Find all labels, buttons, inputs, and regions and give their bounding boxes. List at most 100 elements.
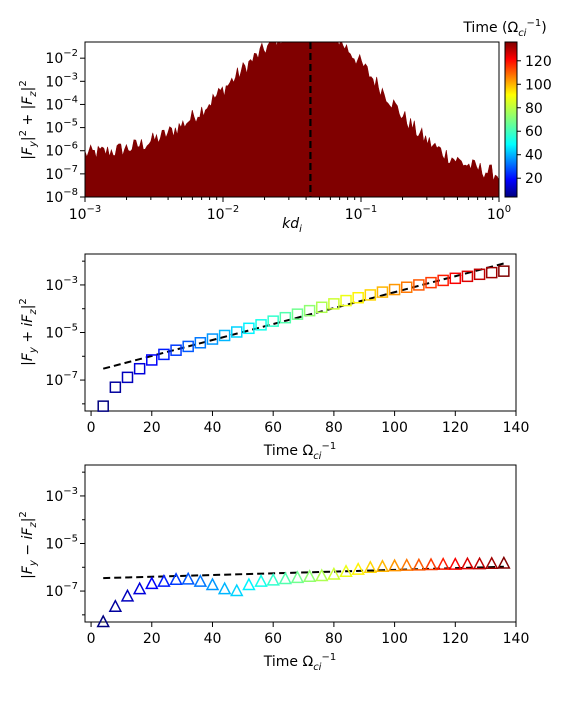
data-point: [351, 561, 365, 575]
middle-y-axis-label: |Fy + iFz|2: [18, 298, 39, 366]
x-tick-label: 80: [325, 631, 343, 647]
top-y-axis-label: |Fy|2 + |Fz|2: [18, 80, 39, 160]
data-point: [387, 558, 402, 572]
data-point: [363, 560, 378, 574]
data-point: [302, 569, 317, 582]
data-point: [340, 294, 352, 307]
data-point: [375, 559, 390, 573]
x-tick-label: 0: [87, 631, 96, 647]
top-y-tick-label: 10−2: [45, 48, 78, 67]
data-point: [243, 322, 255, 335]
data-point: [157, 573, 171, 587]
y-tick-label: 10−7: [45, 370, 78, 389]
top-y-tick-label: 10−4: [45, 94, 78, 113]
x-tick-label: 0: [87, 420, 96, 436]
x-tick-label: 40: [204, 420, 222, 436]
data-point: [169, 572, 183, 585]
y-tick-label: 10−5: [45, 534, 78, 553]
x-tick-label: 140: [503, 420, 530, 436]
top-x-ticks: 10−3 10−2 10−1 100: [69, 197, 511, 223]
top-y-tick-label: 10−8: [45, 187, 78, 206]
data-point: [266, 572, 280, 586]
data-point: [352, 291, 364, 304]
data-point: [108, 599, 123, 612]
data-point: [120, 588, 135, 602]
data-point: [132, 581, 147, 595]
data-point: [158, 348, 170, 361]
spectrum-t136: [85, 42, 499, 197]
data-point: [170, 344, 182, 356]
bottom-panel: 0 20 40 60 80 100 120 140 10−7 10−5 10−3 Time Ωci…: [18, 464, 530, 673]
top-panel: 10−3 10−2 10−1 100 10−8 10−7 10−6 10−5 10−4 10−3…: [18, 18, 552, 235]
data-point: [182, 340, 194, 353]
data-point: [218, 329, 231, 342]
data-point: [254, 573, 268, 587]
data-point: [205, 577, 220, 591]
colorbar-tick-label: 40: [525, 148, 543, 164]
bottom-axes-frame: [84, 464, 517, 623]
data-point: [279, 311, 292, 324]
data-point: [473, 268, 486, 281]
bottom-y-axis-label: |Fy − iFz|2: [18, 511, 39, 579]
y-tick-label: 10−5: [45, 323, 78, 342]
data-point: [484, 556, 499, 570]
data-point: [425, 276, 437, 289]
colorbar-gradient: [504, 41, 518, 198]
colorbar-tick-label: 120: [525, 54, 552, 70]
top-x-tick-label: 100: [487, 204, 511, 223]
data-point: [242, 577, 256, 591]
data-point: [230, 583, 244, 597]
data-point: [437, 274, 449, 287]
x-tick-label: 120: [442, 420, 469, 436]
data-point: [399, 557, 414, 571]
middle-y-ticks: 10−7 10−5 10−3: [45, 260, 85, 405]
top-x-tick-label: 10−2: [207, 204, 240, 223]
data-point: [291, 308, 304, 320]
middle-markers: [97, 265, 510, 412]
data-point: [364, 289, 377, 301]
middle-panel: 0 20 40 60 80 100 120 140 10−7 10−5 10−3 Time Ωci…: [18, 253, 530, 462]
top-x-tick-label: 10−3: [69, 204, 102, 223]
data-point: [327, 566, 341, 580]
bottom-x-axis-label: Time Ωci−1: [263, 652, 336, 673]
data-point: [267, 315, 279, 327]
data-point: [328, 298, 340, 310]
data-point: [461, 270, 474, 283]
y-tick-label: 10−3: [45, 275, 78, 294]
data-point: [472, 556, 487, 570]
colorbar: 20 40 60 80 100 120 Time (Ωci−1): [462, 18, 552, 198]
top-y-ticks: 10−8 10−7 10−6 10−5 10−4 10−3 10−2: [45, 48, 85, 206]
data-point: [194, 337, 207, 349]
y-tick-label: 10−3: [45, 486, 78, 505]
top-axes-frame: [84, 41, 500, 198]
data-point: [290, 570, 305, 584]
colorbar-tick-label: 20: [525, 171, 543, 187]
data-point: [145, 576, 159, 590]
data-point: [133, 362, 146, 375]
data-point: [424, 557, 438, 571]
top-y-tick-label: 10−6: [45, 141, 78, 160]
colorbar-tick-label: 100: [525, 77, 552, 93]
bottom-markers: [96, 555, 511, 628]
colorbar-label: Time (Ωci−1): [462, 18, 546, 39]
data-point: [303, 304, 316, 317]
x-tick-label: 60: [264, 420, 282, 436]
top-y-tick-label: 10−5: [45, 118, 78, 137]
data-point: [97, 400, 109, 412]
data-point: [231, 326, 243, 338]
x-tick-label: 140: [503, 631, 530, 647]
data-point: [497, 555, 511, 569]
colorbar-tick-label: 60: [525, 124, 543, 140]
data-point: [376, 286, 389, 298]
data-point: [315, 301, 328, 314]
data-point: [388, 283, 401, 296]
data-point: [413, 279, 425, 291]
data-point: [485, 266, 498, 279]
x-tick-label: 40: [204, 631, 222, 647]
bottom-x-ticks: 0 20 40 60 80 100 120 140: [87, 622, 530, 647]
data-point: [217, 581, 232, 595]
data-point: [96, 614, 110, 628]
top-x-axis-label: kdi: [282, 216, 302, 235]
data-point: [181, 571, 195, 585]
